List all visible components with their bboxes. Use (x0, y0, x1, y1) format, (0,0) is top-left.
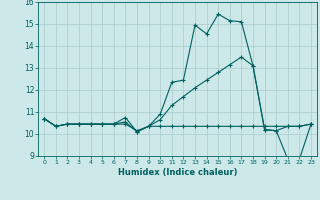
X-axis label: Humidex (Indice chaleur): Humidex (Indice chaleur) (118, 168, 237, 177)
